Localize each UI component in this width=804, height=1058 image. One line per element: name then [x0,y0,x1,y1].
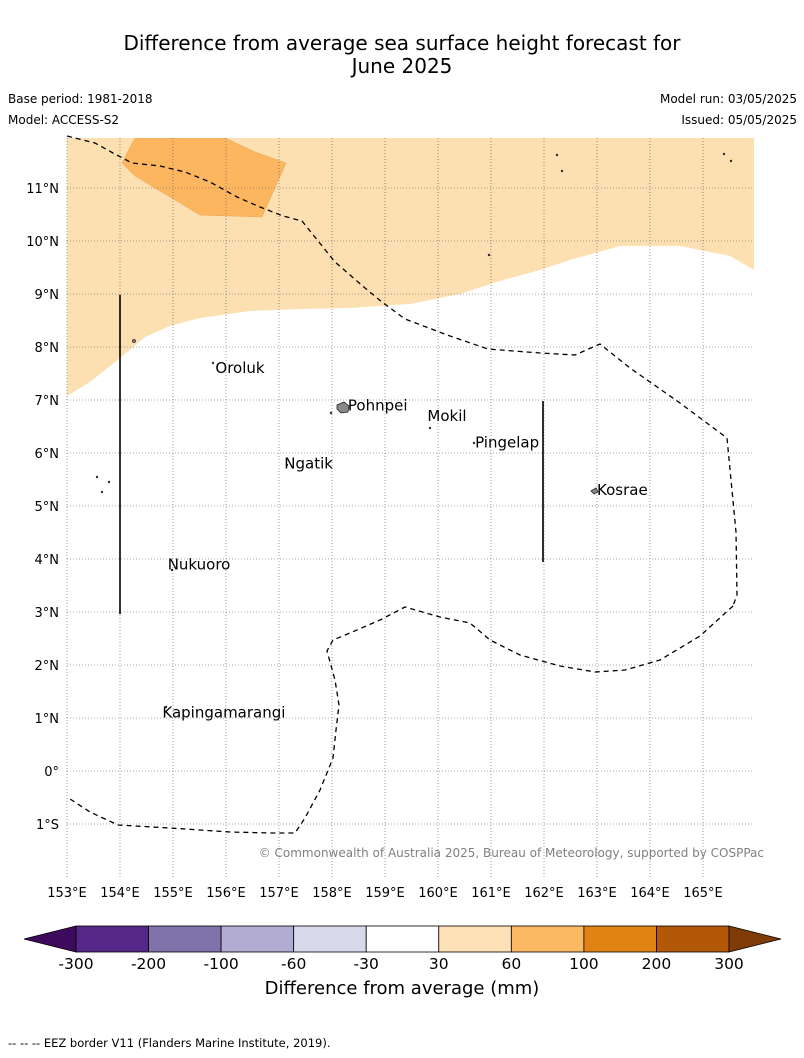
colorbar-swatch [365,925,440,953]
oroluk-islet [211,361,215,365]
colorbar [23,925,782,953]
longitude-label: 157°E [259,886,299,901]
eez-border-south [66,605,734,834]
graticule [66,138,754,877]
place-label-mokil: Mokil [427,407,466,425]
ngatik-islet [285,463,289,467]
colorbar-tick-label: -30 [353,955,379,973]
latitude-label: 4°N [35,553,60,568]
latitude-label: 5°N [35,500,60,515]
colorbar-tick-label: 200 [641,955,672,973]
eez-borders [66,135,738,834]
longitude-label: 158°E [312,886,352,901]
longitude-label: 154°E [100,886,140,901]
anomaly-region-60-100 [121,138,287,218]
colorbar-swatch [510,925,585,953]
mokil-islet [428,426,432,430]
eez-border-north [66,135,738,607]
footer-legend: -- -- -- EEZ border V11 (Flanders Marine… [8,1036,331,1050]
longitude-label: 163°E [577,886,617,901]
colorbar-swatch [75,925,149,953]
islet [487,253,491,257]
colorbar-tick-label: -200 [130,955,167,973]
latitude-label: 3°N [35,606,60,621]
latitude-label: 7°N [35,394,60,409]
colorbar-tick-label: 60 [501,955,522,973]
colorbar-swatch [438,925,512,953]
colorbar-tick-label: 30 [428,955,449,973]
title-line-2: June 2025 [351,54,453,78]
longitude-label: 153°E [47,886,87,901]
latitude-label: 0° [44,765,59,780]
axis-labels: 153°E 154°E 155°E 156°E 157°E 158°E 159°E 160°E… [26,182,723,901]
place-label-kosrae: Kosrae [597,481,648,499]
pohnpei-island [336,401,350,414]
copyright-notice: © Commonwealth of Australia 2025, Bureau… [259,846,764,860]
islet [729,159,733,163]
place-label-kapingamarangi: Kapingamarangi [162,704,285,722]
anomaly-fill [67,138,754,396]
place-label-oroluk: Oroluk [215,359,264,377]
latitude-label: 8°N [35,341,60,356]
kapingamarangi-islet [164,705,168,709]
islet [95,475,99,479]
islet [107,480,111,484]
colorbar-high-extend [728,925,782,953]
place-label-ngatik: Ngatik [284,455,333,473]
colorbar-low-extend [23,925,77,953]
colorbar-tick-label: -60 [280,955,307,973]
nukuoro-islet [170,568,174,572]
islet [329,411,333,415]
longitude-label: 159°E [365,886,405,901]
colorbar-tick-label: 100 [569,955,599,973]
model-name: Model: ACCESS-S2 [8,113,120,127]
boundary-lines [119,295,544,614]
place-labels: Oroluk Pohnpei Mokil Pingelap Ngatik Kosrae Nu… [162,359,647,722]
base-period: Base period: 1981-2018 [8,92,153,106]
map-title: Difference from average sea surface heig… [0,32,804,78]
longitude-label: 156°E [206,886,246,901]
colorbar-tick-label: -100 [203,955,239,973]
pingelap-islet [472,441,476,445]
colorbar-swatch [220,925,295,953]
longitude-label: 162°E [524,886,564,901]
latitude-label: 6°N [35,447,60,462]
colorbar-label: Difference from average (mm) [264,978,540,999]
land-islands [95,152,733,709]
kosrae-island [590,487,599,495]
colorbar-swatch [583,925,657,953]
latitude-label: 9°N [35,288,60,303]
longitude-label: 165°E [683,886,723,901]
latitude-label: 1°N [35,712,60,727]
place-label-nukuoro: Nukuoro [168,555,231,573]
islet [722,152,726,156]
place-label-pohnpei: Pohnpei [348,396,408,414]
issued-date: Issued: 05/05/2025 [681,113,797,127]
colorbar-swatch [293,925,367,953]
latitude-label: 10°N [26,235,59,250]
longitude-label: 164°E [630,886,670,901]
colorbar-tick-label: 300 [714,955,744,973]
longitude-label: 161°E [471,886,511,901]
colorbar-swatch [656,925,730,953]
islet [100,490,104,494]
latitude-label: 11°N [26,182,59,197]
title-line-1: Difference from average sea surface heig… [123,31,681,55]
latitude-label: 2°N [35,659,60,674]
colorbar-tick-label: -300 [58,955,94,973]
model-run: Model run: 03/05/2025 [659,92,797,106]
place-label-pingelap: Pingelap [475,433,539,451]
colorbar-swatch [148,925,222,953]
longitude-label: 160°E [418,886,458,901]
islet [132,339,136,343]
islet [555,153,559,157]
islet [560,169,564,173]
latitude-label: 1°S [36,818,59,833]
longitude-label: 155°E [153,886,193,901]
